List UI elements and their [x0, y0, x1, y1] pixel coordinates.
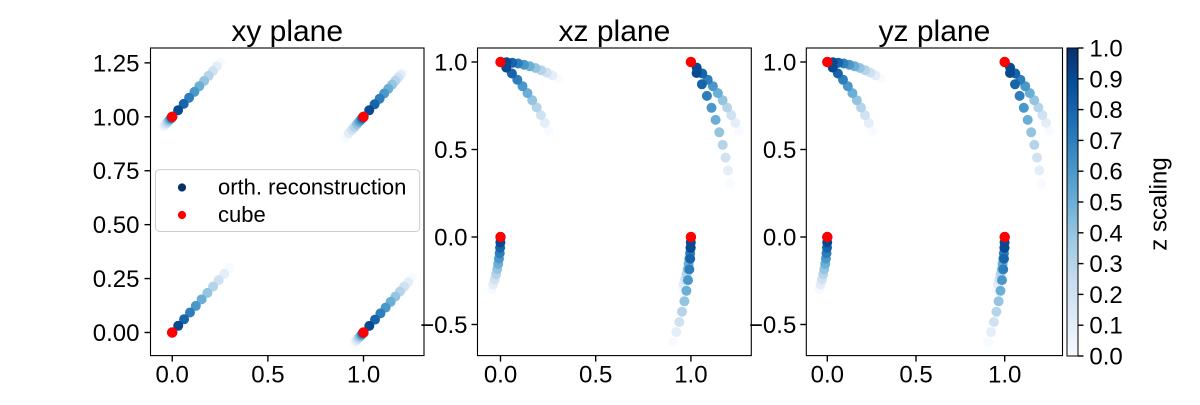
svg-text:0.5: 0.5 [1089, 190, 1122, 217]
svg-text:0.5: 0.5 [579, 361, 612, 388]
svg-text:z scaling: z scaling [1145, 157, 1172, 250]
svg-text:1.00: 1.00 [93, 104, 140, 131]
svg-text:0.5: 0.5 [899, 361, 932, 388]
svg-text:0.0: 0.0 [763, 225, 796, 252]
svg-text:0.75: 0.75 [93, 158, 140, 185]
svg-text:1.0: 1.0 [1089, 36, 1122, 63]
svg-text:0.9: 0.9 [1089, 66, 1122, 93]
svg-text:0.50: 0.50 [93, 212, 140, 239]
svg-text:0.1: 0.1 [1089, 313, 1122, 340]
svg-text:−0.5: −0.5 [749, 312, 796, 339]
svg-text:0.0: 0.0 [484, 361, 517, 388]
svg-text:0.5: 0.5 [434, 137, 467, 164]
svg-text:1.0: 1.0 [763, 50, 796, 77]
svg-text:1.0: 1.0 [434, 50, 467, 77]
svg-text:xz plane: xz plane [559, 15, 671, 48]
svg-text:0.2: 0.2 [1089, 282, 1122, 309]
svg-text:xy plane: xy plane [231, 15, 343, 48]
svg-text:1.25: 1.25 [93, 50, 140, 77]
svg-text:0.0: 0.0 [434, 225, 467, 252]
svg-text:0.0: 0.0 [1089, 344, 1122, 371]
svg-text:0.0: 0.0 [811, 361, 844, 388]
svg-text:cube: cube [218, 202, 266, 227]
svg-text:yz plane: yz plane [879, 15, 991, 48]
svg-text:0.0: 0.0 [156, 361, 189, 388]
svg-text:0.4: 0.4 [1089, 220, 1122, 247]
svg-text:orth. reconstruction: orth. reconstruction [218, 175, 406, 200]
svg-text:0.3: 0.3 [1089, 251, 1122, 278]
svg-text:1.0: 1.0 [988, 361, 1021, 388]
svg-text:1.0: 1.0 [347, 361, 380, 388]
svg-text:−0.5: −0.5 [420, 312, 467, 339]
svg-text:0.5: 0.5 [251, 361, 284, 388]
svg-text:0.8: 0.8 [1089, 97, 1122, 124]
svg-text:0.7: 0.7 [1089, 128, 1122, 155]
svg-text:0.5: 0.5 [763, 137, 796, 164]
svg-text:0.00: 0.00 [93, 320, 140, 347]
svg-text:0.6: 0.6 [1089, 159, 1122, 186]
svg-text:0.25: 0.25 [93, 266, 140, 293]
svg-text:1.0: 1.0 [674, 361, 707, 388]
